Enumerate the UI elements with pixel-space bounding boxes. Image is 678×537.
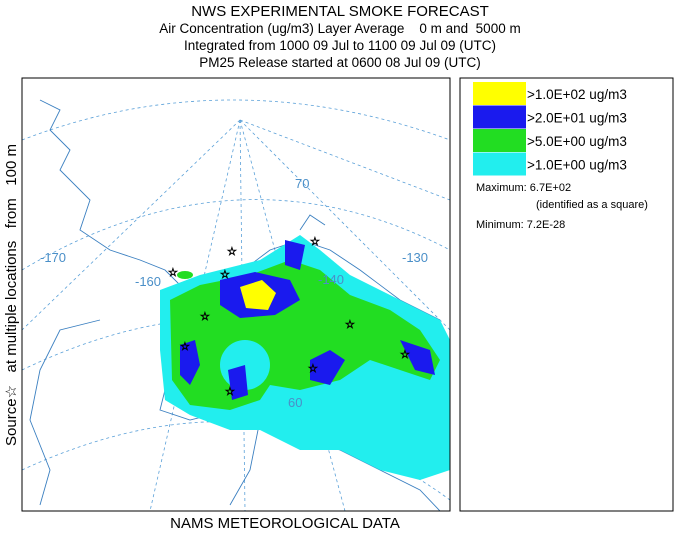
svg-text:☆: ☆ bbox=[345, 319, 355, 331]
maximum: Maximum: 6.7E+02 bbox=[476, 182, 571, 194]
footer: NAMS METEOROLOGICAL DATA bbox=[170, 515, 400, 532]
maximum-note: (identified as a square) bbox=[536, 199, 648, 211]
svg-text:☆: ☆ bbox=[220, 269, 230, 281]
side-label: Source☆ at multiple locations from 100 m bbox=[3, 144, 20, 446]
legend-swatch bbox=[473, 105, 526, 129]
legend-label: >1.0E+00 ug/m3 bbox=[527, 158, 627, 173]
subtitle: PM25 Release started at 0600 08 Jul 09 (… bbox=[199, 55, 480, 70]
legend-label: >2.0E+01 ug/m3 bbox=[527, 111, 627, 126]
legend-swatch bbox=[473, 82, 526, 105]
svg-text:☆: ☆ bbox=[227, 246, 237, 258]
svg-text:☆: ☆ bbox=[200, 311, 210, 323]
map-label: -160 bbox=[135, 274, 161, 289]
svg-text:☆: ☆ bbox=[180, 341, 190, 353]
legend-swatch bbox=[473, 152, 526, 176]
legend-label: >5.0E+00 ug/m3 bbox=[527, 134, 627, 149]
svg-text:☆: ☆ bbox=[400, 349, 410, 361]
legend-swatch bbox=[473, 129, 526, 152]
map: ☆ ☆ ☆ ☆ ☆ ☆ ☆ ☆ ☆ ☆ -170 -160 -140 -130 … bbox=[21, 77, 451, 512]
map-label: 70 bbox=[295, 176, 309, 191]
minimum: Minimum: 7.2E-28 bbox=[476, 219, 565, 231]
svg-text:☆: ☆ bbox=[168, 267, 178, 279]
svg-text:☆: ☆ bbox=[225, 386, 235, 398]
map-label: -130 bbox=[402, 250, 428, 265]
subtitle: Air Concentration (ug/m3) Layer Average … bbox=[159, 21, 520, 36]
legend: Maximum: 6.7E+02 (identified as a square… bbox=[459, 77, 674, 512]
subtitle: Integrated from 1000 09 Jul to 1100 09 J… bbox=[184, 38, 496, 53]
title: NWS EXPERIMENTAL SMOKE FORECAST bbox=[191, 3, 489, 20]
map-label: 60 bbox=[288, 395, 302, 410]
map-label: -170 bbox=[40, 250, 66, 265]
svg-text:☆: ☆ bbox=[308, 363, 318, 375]
map-label: -140 bbox=[318, 272, 344, 287]
svg-text:☆: ☆ bbox=[310, 236, 320, 248]
legend-label: >1.0E+02 ug/m3 bbox=[527, 87, 627, 102]
